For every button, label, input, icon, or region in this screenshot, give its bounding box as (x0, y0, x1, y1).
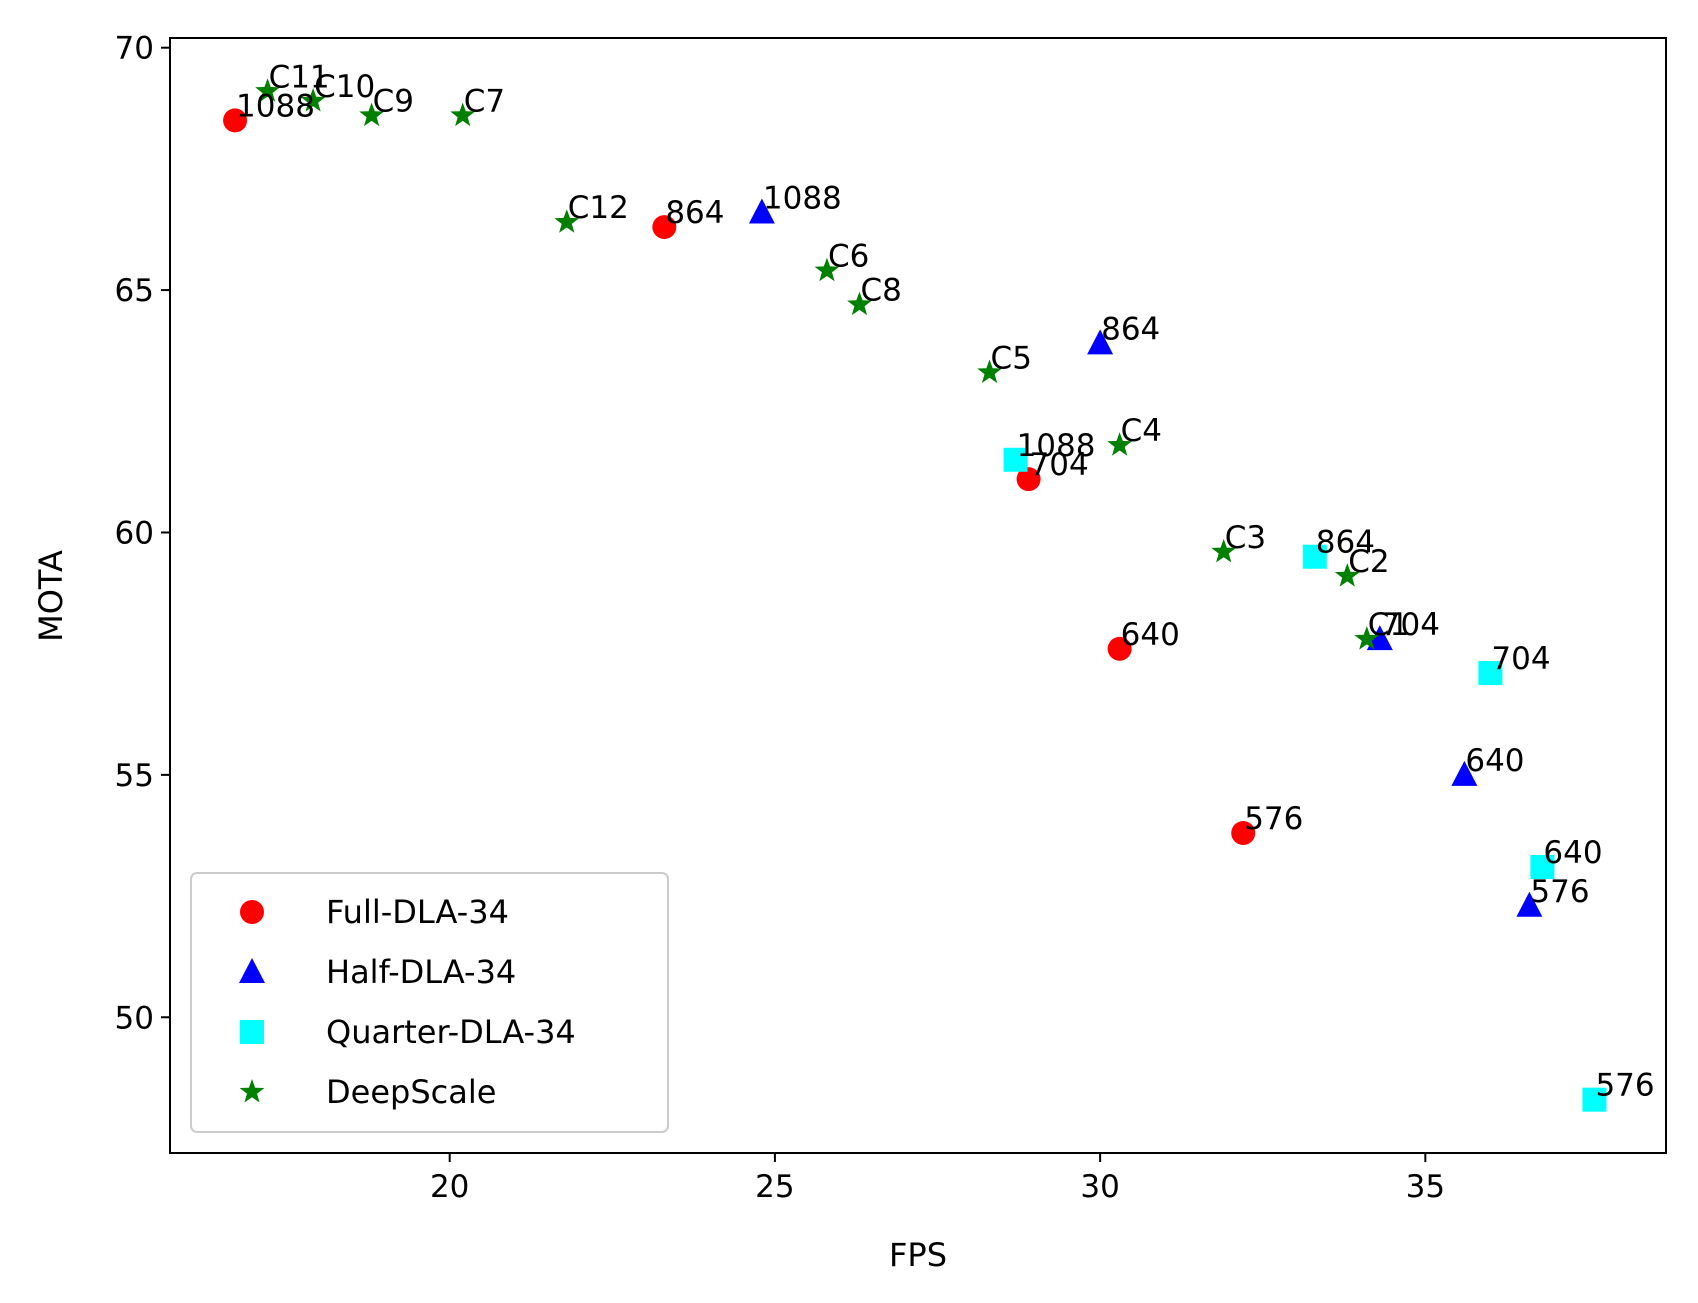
point-quarter-dla-34 (1478, 661, 1503, 686)
x-tick-label: 25 (755, 1169, 794, 1205)
point-label: 640 (1465, 743, 1524, 779)
legend-label: Full-DLA-34 (326, 893, 509, 931)
point-deepscale (847, 291, 872, 316)
x-axis: 20 25 30 35 (430, 1153, 1445, 1205)
point-half-dla-34 (1087, 329, 1114, 355)
point-half-dla-34 (1516, 891, 1543, 917)
point-deepscale (554, 209, 580, 233)
point-label: 640 (1121, 617, 1180, 653)
point-full-dla-34 (1016, 467, 1041, 492)
legend-box (190, 872, 669, 1133)
point-label: C5 (991, 341, 1032, 377)
legend-entries: Full-DLA-34 Half-DLA-34 Quarter-DLA-34 Deep… (239, 893, 576, 1111)
point-label: 704 (1491, 641, 1550, 677)
x-tick-label: 30 (1080, 1169, 1119, 1205)
point-deepscale (300, 88, 326, 112)
point-deepscale (1211, 538, 1237, 563)
point-label: 704 (1381, 607, 1440, 643)
point-label: 704 (1030, 447, 1089, 483)
legend-marker-quarter-dla-34 (240, 1020, 264, 1044)
point-label: 1088 (763, 181, 842, 217)
point-deepscale (450, 102, 476, 127)
y-tick-label: 65 (115, 273, 154, 309)
point-label: C7 (464, 84, 505, 120)
point-deepscale (1354, 626, 1380, 650)
point-label: 576 (1244, 801, 1303, 837)
legend-label: DeepScale (326, 1073, 496, 1111)
point-quarter-dla-34 (1302, 544, 1327, 569)
point-quarter-dla-34 (1003, 447, 1028, 472)
x-axis-title: FPS (889, 1236, 947, 1274)
x-tick-label: 20 (430, 1169, 469, 1205)
y-axis-title: MOTA (32, 550, 70, 642)
point-label: 576 (1595, 1068, 1654, 1104)
point-label: 1088 (236, 88, 315, 124)
point-deepscale (255, 78, 280, 102)
point-label: C11 (269, 59, 330, 95)
legend-marker-half-dla-34 (239, 958, 265, 983)
point-half-dla-34 (1366, 625, 1393, 651)
y-tick-label: 60 (115, 515, 154, 551)
point-label: 640 (1543, 835, 1602, 871)
point-deepscale (1334, 563, 1360, 587)
point-label: C12 (568, 190, 629, 226)
y-tick-label: 55 (115, 758, 154, 794)
point-label: C3 (1225, 520, 1266, 556)
point-deepscale (977, 359, 1002, 383)
legend-marker-full-dla-34 (240, 900, 264, 924)
point-full-dla-34 (223, 108, 248, 133)
point-label: C10 (314, 69, 375, 105)
point-label: C8 (860, 273, 901, 309)
point-quarter-dla-34 (1530, 854, 1555, 879)
legend-label: Quarter-DLA-34 (326, 1013, 576, 1051)
point-label: 1088 (1017, 428, 1096, 464)
point-half-dla-34 (1451, 760, 1478, 786)
point-full-dla-34 (652, 215, 677, 240)
point-label: 864 (1316, 525, 1375, 561)
y-axis: 50 55 60 65 70 (115, 31, 170, 1036)
legend-label: Half-DLA-34 (326, 953, 516, 991)
point-full-dla-34 (1107, 636, 1132, 661)
point-full-dla-34 (1231, 821, 1256, 846)
point-label: 864 (1101, 311, 1160, 347)
y-tick-label: 70 (115, 31, 154, 67)
plot-frame (169, 37, 1667, 1154)
point-label: 576 (1530, 874, 1589, 910)
point-label: C6 (828, 239, 869, 275)
point-label: C2 (1348, 544, 1389, 580)
y-tick-label: 50 (115, 1000, 154, 1036)
marks-layer (223, 78, 1607, 1112)
point-label: C1 (1368, 607, 1409, 643)
point-labels-layer: 1088864704640576108886470464057610888647… (236, 59, 1655, 1103)
point-deepscale (1107, 432, 1132, 456)
point-label: C4 (1121, 413, 1162, 449)
point-deepscale (359, 102, 384, 127)
x-tick-label: 35 (1406, 1169, 1445, 1205)
point-half-dla-34 (748, 198, 775, 224)
legend-marker-deepscale (239, 1079, 265, 1103)
point-quarter-dla-34 (1582, 1087, 1607, 1112)
point-label: 864 (665, 195, 724, 231)
point-deepscale (814, 257, 840, 282)
legend: Full-DLA-34 Half-DLA-34 Quarter-DLA-34 Deep… (190, 872, 669, 1133)
point-label: C9 (373, 84, 414, 120)
